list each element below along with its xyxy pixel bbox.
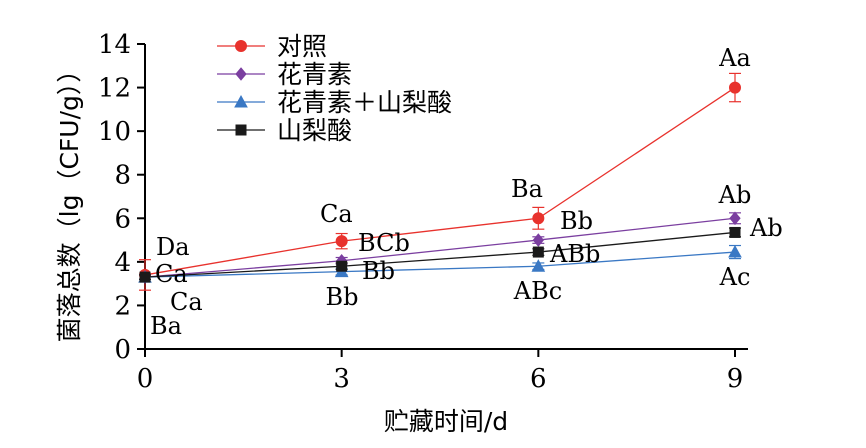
axes <box>144 44 748 350</box>
ticks: 0 2 4 6 8 10 12 14 0 3 6 9 <box>98 30 743 394</box>
series-0 <box>139 72 741 291</box>
legend-item: 对照 <box>217 32 327 61</box>
significance-label: Ca <box>320 200 353 228</box>
series-line <box>144 217 736 278</box>
legend-label: 山梨酸 <box>277 116 352 145</box>
data-point <box>336 260 348 272</box>
y-tick-label: 8 <box>114 161 131 191</box>
significance-label: Bb <box>560 207 593 235</box>
legend-marker <box>235 40 247 52</box>
significance-label: BCb <box>358 229 410 257</box>
significance-label: Ba <box>511 175 543 203</box>
significance-label: Ac <box>719 263 751 291</box>
legend-marker <box>235 67 247 81</box>
y-axis-title: 菌落总数（lg（CFU/g）） <box>55 58 84 343</box>
legend-marker <box>235 124 247 136</box>
data-point <box>729 81 741 94</box>
significance-label: Bb <box>362 257 395 285</box>
significance-label: Aa <box>718 44 751 72</box>
data-point <box>729 211 741 226</box>
legend-label: 花青素＋山梨酸 <box>277 88 452 117</box>
y-tick-label: 12 <box>98 74 131 104</box>
significance-label: ABc <box>513 277 562 305</box>
data-point <box>532 246 544 258</box>
y-tick-label: 0 <box>114 335 131 365</box>
y-tick-label: 4 <box>114 248 131 278</box>
series-layer <box>138 72 742 291</box>
y-tick-label: 14 <box>98 30 131 60</box>
data-point <box>532 212 545 225</box>
series-line <box>144 251 736 278</box>
legend-label: 花青素 <box>277 60 352 89</box>
legend-label: 对照 <box>277 32 327 61</box>
x-tick-label: 9 <box>727 364 744 394</box>
data-point <box>335 235 348 248</box>
y-tick-label: 6 <box>114 204 131 234</box>
series-line <box>144 87 736 276</box>
significance-label: Ca <box>170 288 203 316</box>
series-line <box>144 231 736 278</box>
y-tick-label: 2 <box>114 291 131 321</box>
data-point <box>531 259 546 272</box>
significance-label: Ab <box>718 181 752 209</box>
series-3 <box>139 226 741 283</box>
legend-marker <box>234 94 248 108</box>
significance-label: Da <box>156 233 190 261</box>
data-point <box>728 245 742 258</box>
legend-item: 花青素 <box>217 60 352 89</box>
significance-label: Bb <box>326 283 359 311</box>
x-tick-label: 6 <box>530 364 547 394</box>
significance-label: Ab <box>749 214 783 242</box>
legend-item: 山梨酸 <box>217 116 352 145</box>
significance-label: Ba <box>150 312 182 340</box>
data-point <box>532 233 544 247</box>
significance-label: ABb <box>549 240 600 268</box>
legend-item: 花青素＋山梨酸 <box>217 88 452 117</box>
x-tick-label: 0 <box>137 364 154 394</box>
x-tick-label: 3 <box>333 364 350 394</box>
data-point <box>139 271 151 283</box>
y-tick-label: 10 <box>98 117 131 147</box>
x-axis-title: 贮藏时间/d <box>384 407 508 436</box>
significance-label: Ca <box>155 260 188 288</box>
data-point <box>729 226 741 238</box>
